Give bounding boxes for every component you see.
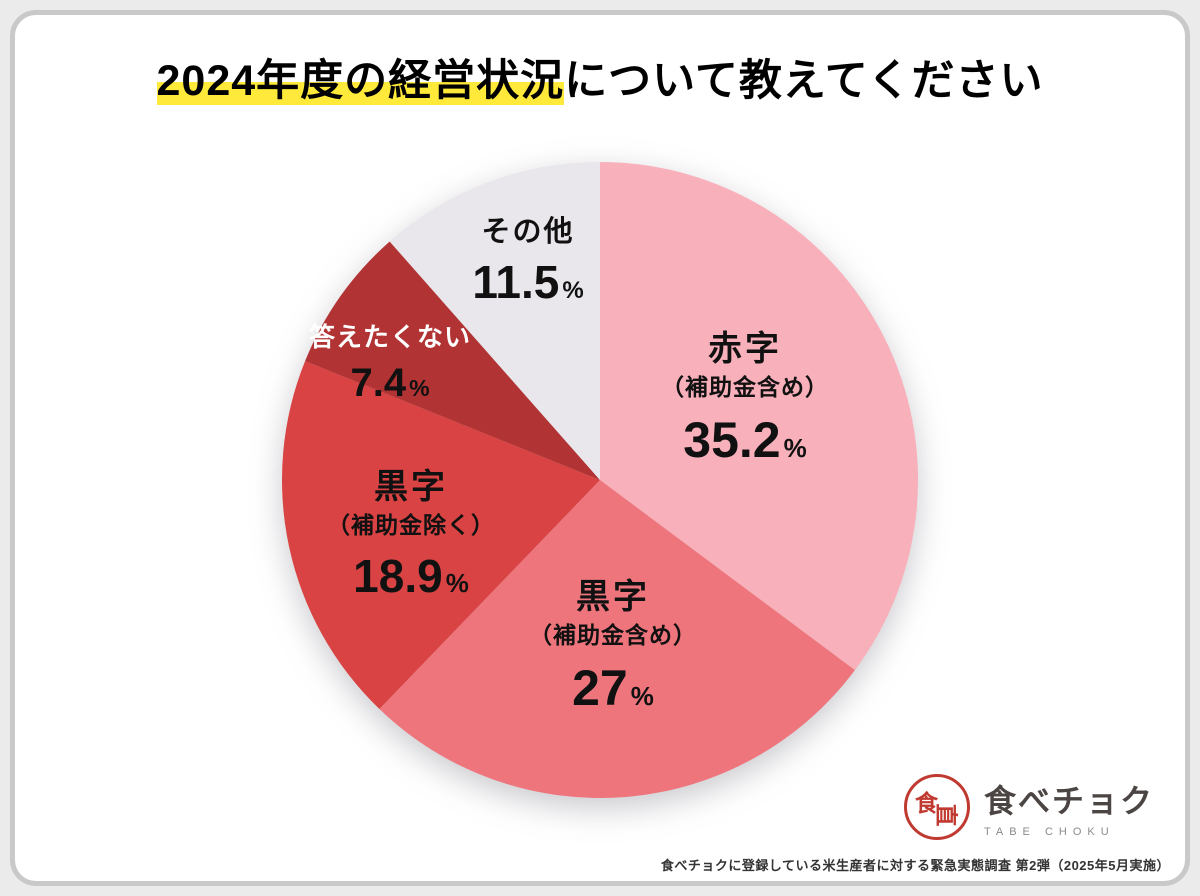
pie-slice-0 — [600, 162, 918, 671]
emblem-kanji-2: 直 — [933, 803, 960, 827]
slice-value: 7.4% — [350, 360, 430, 405]
slice-value: 18.9% — [353, 549, 469, 602]
slice-subname: （補助金除く） — [327, 512, 495, 539]
slice-name: 答えたくない — [308, 322, 472, 352]
pie-slice-2 — [281, 361, 600, 710]
slice-name: その他 — [481, 216, 575, 248]
slice-label-kuroji-nozoku: 黒字 （補助金除く） 18.9% — [327, 468, 495, 599]
slice-value: 35.2% — [683, 411, 807, 468]
slice-subname: （補助金含め） — [529, 622, 697, 649]
pie-slice-4 — [389, 162, 600, 480]
slice-label-akaji: 赤字 （補助金含め） 35.2% — [661, 330, 829, 465]
slice-value: 27% — [572, 659, 654, 716]
slice-label-sonota: その他 11.5% — [472, 216, 583, 305]
slice-name: 黒字 — [374, 468, 448, 506]
tabechoku-logo: 食 直 食べチョク TABE CHOKU — [903, 774, 1154, 840]
pie-slice-1 — [379, 480, 855, 798]
page-title: 2024年度の経営状況について教えてください — [0, 46, 1200, 108]
title-highlight: 2024年度の経営状況 — [156, 57, 565, 105]
emblem-kanji-1: 食 — [914, 790, 938, 816]
tabechoku-emblem-icon: 食 直 — [903, 774, 970, 840]
logo-name-en: TABE CHOKU — [983, 826, 1115, 838]
slice-subname: （補助金含め） — [661, 374, 829, 401]
logo-text: 食べチョク TABE CHOKU — [984, 776, 1154, 838]
pie-slice-3 — [305, 241, 600, 480]
title-rest: について教えてください — [564, 57, 1044, 105]
survey-source-note: 食べチョクに登録している米生産者に対する緊急実態調査 第2弾（2025年5月実施… — [660, 858, 1170, 873]
slice-name: 黒字 — [576, 578, 650, 616]
slice-label-kuroji-fukume: 黒字 （補助金含め） 27% — [529, 578, 697, 713]
slice-value: 11.5% — [472, 256, 584, 309]
logo-name-jp: 食べチョク — [983, 783, 1154, 819]
slice-name: 赤字 — [708, 330, 782, 368]
slice-label-kotaetakunai: 答えたくない 7.4% — [308, 322, 472, 405]
pie-chart — [281, 162, 918, 798]
